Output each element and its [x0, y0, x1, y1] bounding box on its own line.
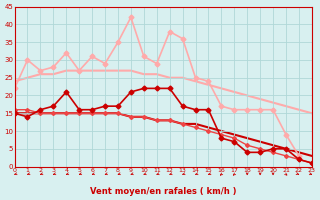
- X-axis label: Vent moyen/en rafales ( km/h ): Vent moyen/en rafales ( km/h ): [90, 187, 236, 196]
